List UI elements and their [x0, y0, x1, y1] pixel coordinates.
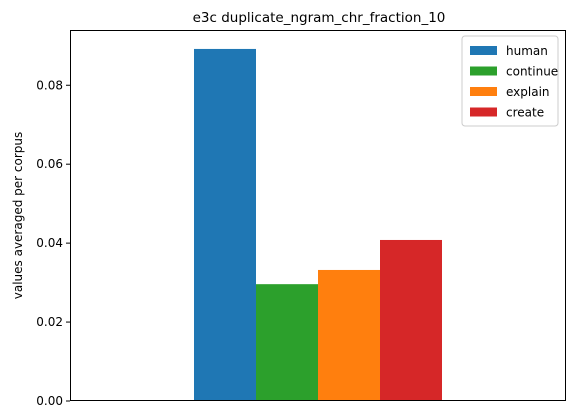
bars-group: [194, 48, 442, 402]
legend-box: [461, 35, 559, 127]
y-tick-label: 0.04: [36, 236, 63, 250]
bar-continue: [256, 284, 318, 401]
legend-swatch-explain: [470, 87, 497, 96]
y-tick-label: 0.08: [36, 78, 63, 92]
y-tick-label: 0.06: [36, 157, 63, 171]
legend-label-create: create: [506, 106, 544, 120]
plot-frame: [70, 30, 566, 401]
y-tick-label: 0.02: [36, 315, 63, 329]
legend-label-human: human: [506, 44, 548, 58]
y-axis-ticks: 0.00 0.02 0.04 0.06 0.08: [36, 78, 70, 408]
bar-explain: [318, 269, 380, 401]
legend-label-explain: explain: [506, 85, 550, 99]
bar-create: [380, 239, 442, 401]
legend-swatch-human: [470, 46, 497, 55]
chart-title: e3c duplicate_ngram_chr_fraction_10: [193, 10, 446, 26]
legend-swatch-create: [470, 107, 497, 117]
legend: human continue explain create: [461, 35, 559, 127]
legend-swatch-continue: [470, 66, 497, 76]
legend-label-continue: continue: [506, 65, 558, 79]
bar-human: [194, 48, 256, 402]
y-axis-label: values averaged per corpus: [11, 132, 25, 300]
y-tick-label: 0.00: [36, 394, 63, 408]
